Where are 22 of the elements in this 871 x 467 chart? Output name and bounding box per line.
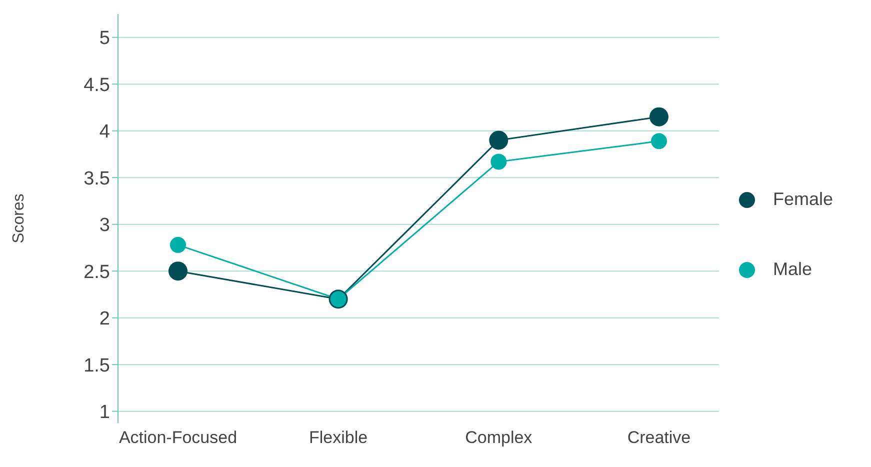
- x-tick-label: Flexible: [309, 428, 368, 448]
- point: [649, 107, 668, 126]
- point: [650, 133, 667, 150]
- y-tick-label: 1.5: [84, 355, 110, 376]
- y-tick-label: 3: [99, 215, 110, 236]
- legend-label: Male: [772, 258, 812, 278]
- y-tick-label: 2.5: [84, 262, 110, 283]
- legend-label: Female: [772, 188, 833, 208]
- y-tick-label: 2: [99, 308, 110, 330]
- point: [168, 262, 188, 281]
- y-tick-label: 1: [99, 402, 110, 424]
- x-tick-label: Complex: [465, 428, 533, 448]
- point: [490, 154, 507, 170]
- y-tick-label: 5: [99, 28, 110, 50]
- y-axis-title: Scores: [10, 194, 28, 244]
- point: [170, 236, 186, 253]
- point: [489, 130, 508, 150]
- x-tick-label: Action-Focused: [118, 428, 238, 448]
- y-tick-label: 4: [99, 122, 110, 143]
- y-tick-label: 4.5: [84, 74, 110, 96]
- x-tick-label: Creative: [627, 428, 691, 448]
- y-tick-label: 3.5: [84, 168, 110, 190]
